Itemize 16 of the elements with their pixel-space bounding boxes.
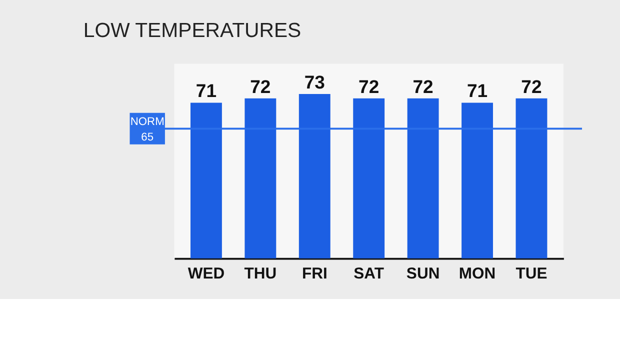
x-tick-label: WED xyxy=(188,265,225,282)
data-label: 72 xyxy=(358,76,380,97)
x-tick-label: SUN xyxy=(406,265,440,282)
data-label: 73 xyxy=(304,71,325,92)
x-tick-label: THU xyxy=(244,265,277,282)
chart-title: LOW TEMPERATURES xyxy=(83,20,302,42)
x-tick-label: FRI xyxy=(302,265,328,282)
x-tick-label: TUE xyxy=(516,265,548,282)
ref-line-label: NORM 65 xyxy=(130,116,164,144)
data-label: 72 xyxy=(250,76,271,97)
data-label: 71 xyxy=(466,80,488,102)
data-label: 71 xyxy=(196,80,217,102)
x-tick-label: SAT xyxy=(354,265,384,282)
data-label: 72 xyxy=(412,76,434,97)
x-tick-label: MON xyxy=(458,265,496,282)
data-label: 72 xyxy=(521,76,542,97)
